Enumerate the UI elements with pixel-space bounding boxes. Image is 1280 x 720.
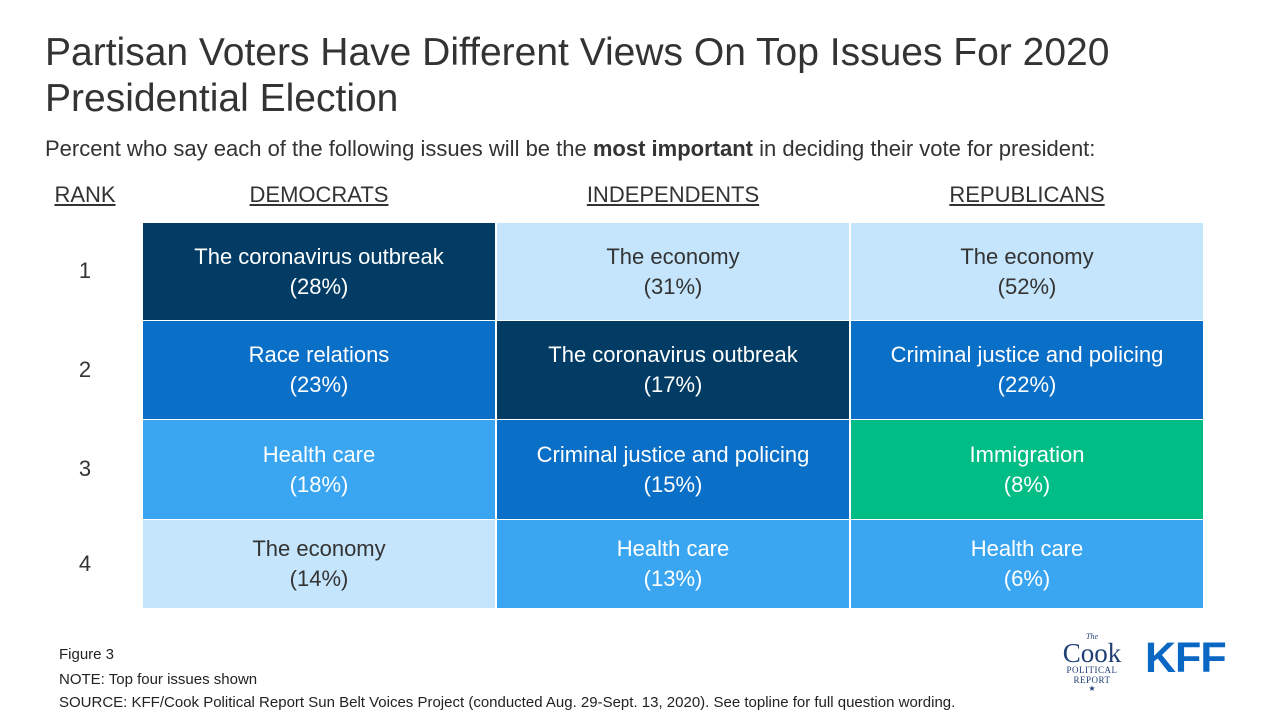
cell-issue: Health care: [616, 536, 730, 561]
cell-rank2-democrats: Race relations (23%): [143, 321, 495, 419]
cell-percent: (52%): [997, 273, 1057, 299]
cook-logo-the: The: [1086, 632, 1098, 641]
cell-percent: (28%): [289, 273, 349, 299]
cell-rank2-republicans: Criminal justice and policing (22%): [851, 321, 1203, 419]
cook-political-report-logo: The Cook POLITICAL REPORT ★: [1056, 633, 1128, 699]
subtitle-emphasis: most important: [592, 136, 753, 161]
header-republicans: REPUBLICANS: [949, 182, 1105, 207]
kff-logo: KFF: [1145, 634, 1227, 682]
rank-3: 3: [78, 456, 92, 481]
cell-issue: Criminal justice and policing: [890, 342, 1164, 367]
cell-issue: Health care: [262, 441, 376, 467]
rank-1: 1: [78, 258, 92, 283]
header-independents: INDEPENDENTS: [586, 182, 760, 207]
header-democrats: DEMOCRATS: [249, 182, 389, 207]
cell-issue: The economy: [606, 243, 740, 269]
cell-issue: The economy: [252, 536, 386, 561]
cell-percent: (6%): [1003, 566, 1051, 591]
rank-2: 2: [78, 357, 92, 382]
cell-rank4-democrats: The economy (14%): [143, 520, 495, 608]
subtitle: Percent who say each of the following is…: [45, 134, 1265, 164]
cell-rank4-independents: Health care (13%): [497, 520, 849, 608]
cook-logo-star: ★: [1088, 684, 1096, 693]
cell-rank4-republicans: Health care (6%): [851, 520, 1203, 608]
cook-logo-line2: REPORT: [1073, 675, 1111, 685]
cell-issue: Race relations: [248, 342, 390, 367]
cell-rank1-democrats: The coronavirus outbreak (28%): [143, 223, 495, 320]
subtitle-tail: in deciding their vote for president:: [752, 136, 1096, 161]
footer-note: NOTE: Top four issues shown: [59, 671, 258, 688]
cell-rank2-independents: The coronavirus outbreak (17%): [497, 321, 849, 419]
cell-rank3-independents: Criminal justice and policing (15%): [497, 420, 849, 519]
page-title: Partisan Voters Have Different Views On …: [45, 31, 1110, 120]
footer-source: SOURCE: KFF/Cook Political Report Sun Be…: [59, 694, 956, 711]
cell-percent: (17%): [643, 372, 703, 397]
cell-percent: (18%): [289, 471, 349, 497]
cell-percent: (23%): [289, 372, 349, 397]
cell-rank3-republicans: Immigration (8%): [851, 420, 1203, 519]
cell-issue: The coronavirus outbreak: [194, 243, 444, 269]
cell-rank1-republicans: The economy (52%): [851, 223, 1203, 320]
figure-label: Figure 3: [59, 646, 115, 663]
cell-issue: Health care: [970, 536, 1084, 561]
cell-issue: Criminal justice and policing: [536, 441, 810, 467]
cell-issue: The economy: [960, 243, 1094, 269]
cell-percent: (8%): [1003, 471, 1051, 497]
cell-rank3-democrats: Health care (18%): [143, 420, 495, 519]
cell-percent: (22%): [997, 372, 1057, 397]
rank-4: 4: [78, 551, 92, 576]
cell-percent: (13%): [643, 566, 703, 591]
cell-percent: (31%): [643, 273, 703, 299]
cook-logo-word: Cook: [1062, 638, 1122, 668]
cell-percent: (15%): [643, 471, 703, 497]
cook-logo-line1: POLITICAL: [1066, 665, 1118, 675]
header-rank: RANK: [54, 182, 116, 207]
cell-issue: Immigration: [969, 441, 1085, 467]
cell-percent: (14%): [289, 566, 349, 591]
cell-rank1-independents: The economy (31%): [497, 223, 849, 320]
cell-issue: The coronavirus outbreak: [548, 342, 798, 367]
subtitle-lead: Percent who say each of the following is…: [45, 136, 593, 161]
